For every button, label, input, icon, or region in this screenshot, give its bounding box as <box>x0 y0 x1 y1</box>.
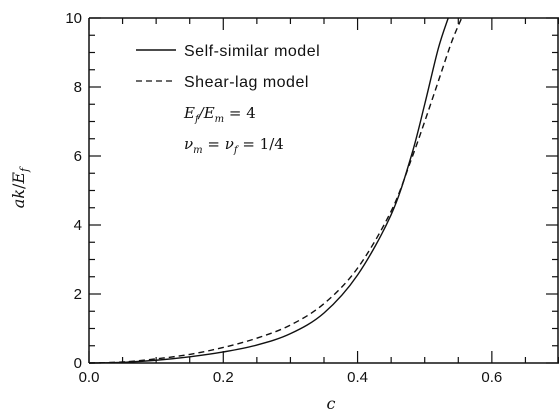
axis-ticks <box>88 17 559 364</box>
y-tick-label: 8 <box>74 79 82 96</box>
annotation-poisson-ratio: νm = νf = 1/4 <box>184 135 284 156</box>
legend-label-self-similar: Self-similar model <box>184 43 320 60</box>
annotation-modulus-ratio: Ef/Em = 4 <box>183 104 256 125</box>
y-tick-label: 6 <box>74 148 82 165</box>
x-tick-label: 0.2 <box>213 369 234 386</box>
y-tick-label: 0 <box>74 355 82 372</box>
series-line-self-similar <box>88 17 449 364</box>
x-tick-label: 0.0 <box>79 369 100 386</box>
legend: Self-similar model Shear-lag model <box>136 43 320 91</box>
y-tick-label: 4 <box>74 217 82 234</box>
x-tick-label: 0.6 <box>481 369 502 386</box>
x-tick-label: 0.4 <box>347 369 368 386</box>
y-axis-title: ak/Ef <box>9 166 31 208</box>
y-tick-label: 2 <box>74 286 82 303</box>
legend-label-shear-lag: Shear-lag model <box>184 74 309 91</box>
tick-labels: 0.0 0.2 0.4 0.6 0 2 4 6 8 10 <box>65 10 502 386</box>
y-tick-label: 10 <box>65 10 82 27</box>
series-lines <box>88 17 463 364</box>
x-axis-title: c <box>327 394 336 412</box>
